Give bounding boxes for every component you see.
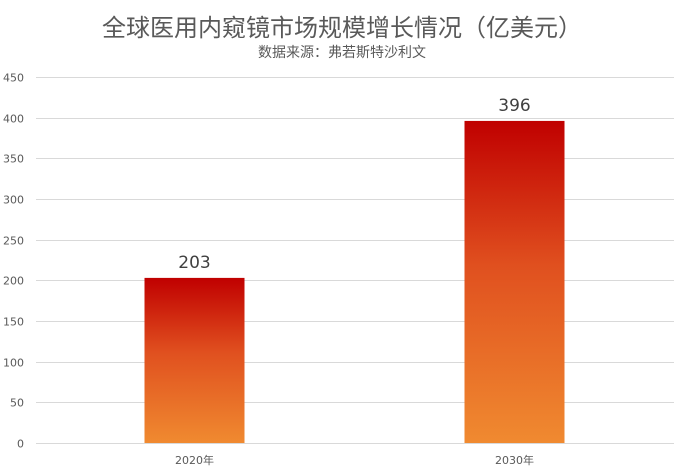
y-tick-label: 100 xyxy=(3,357,24,370)
bar-0 xyxy=(144,277,245,443)
y-tick-label: 250 xyxy=(3,235,24,248)
data-label: 203 xyxy=(178,253,210,273)
chart-title: 全球医用内窥镜市场规模增长情况（亿美元） xyxy=(102,14,582,42)
y-tick-label: 0 xyxy=(17,438,24,451)
bars xyxy=(144,120,565,444)
x-tick-label: 2020年 xyxy=(175,453,214,467)
data-label: 396 xyxy=(498,96,530,116)
y-axis-ticks: 0 50 100 150 200 250 300 350 400 450 xyxy=(3,72,24,451)
data-labels: 203 396 xyxy=(178,96,530,273)
y-tick-label: 200 xyxy=(3,275,24,288)
chart-subtitle: 数据来源：弗若斯特沙利文 xyxy=(258,45,426,61)
x-tick-label: 2030年 xyxy=(495,453,534,467)
y-tick-label: 450 xyxy=(3,72,24,85)
bar-1 xyxy=(464,120,565,444)
x-axis-ticks: 2020年 2030年 xyxy=(175,453,534,467)
gridlines xyxy=(36,77,674,444)
y-tick-label: 50 xyxy=(10,397,24,410)
y-tick-label: 150 xyxy=(3,316,24,329)
y-tick-label: 350 xyxy=(3,153,24,166)
y-tick-label: 300 xyxy=(3,194,24,207)
y-tick-label: 400 xyxy=(3,113,24,126)
